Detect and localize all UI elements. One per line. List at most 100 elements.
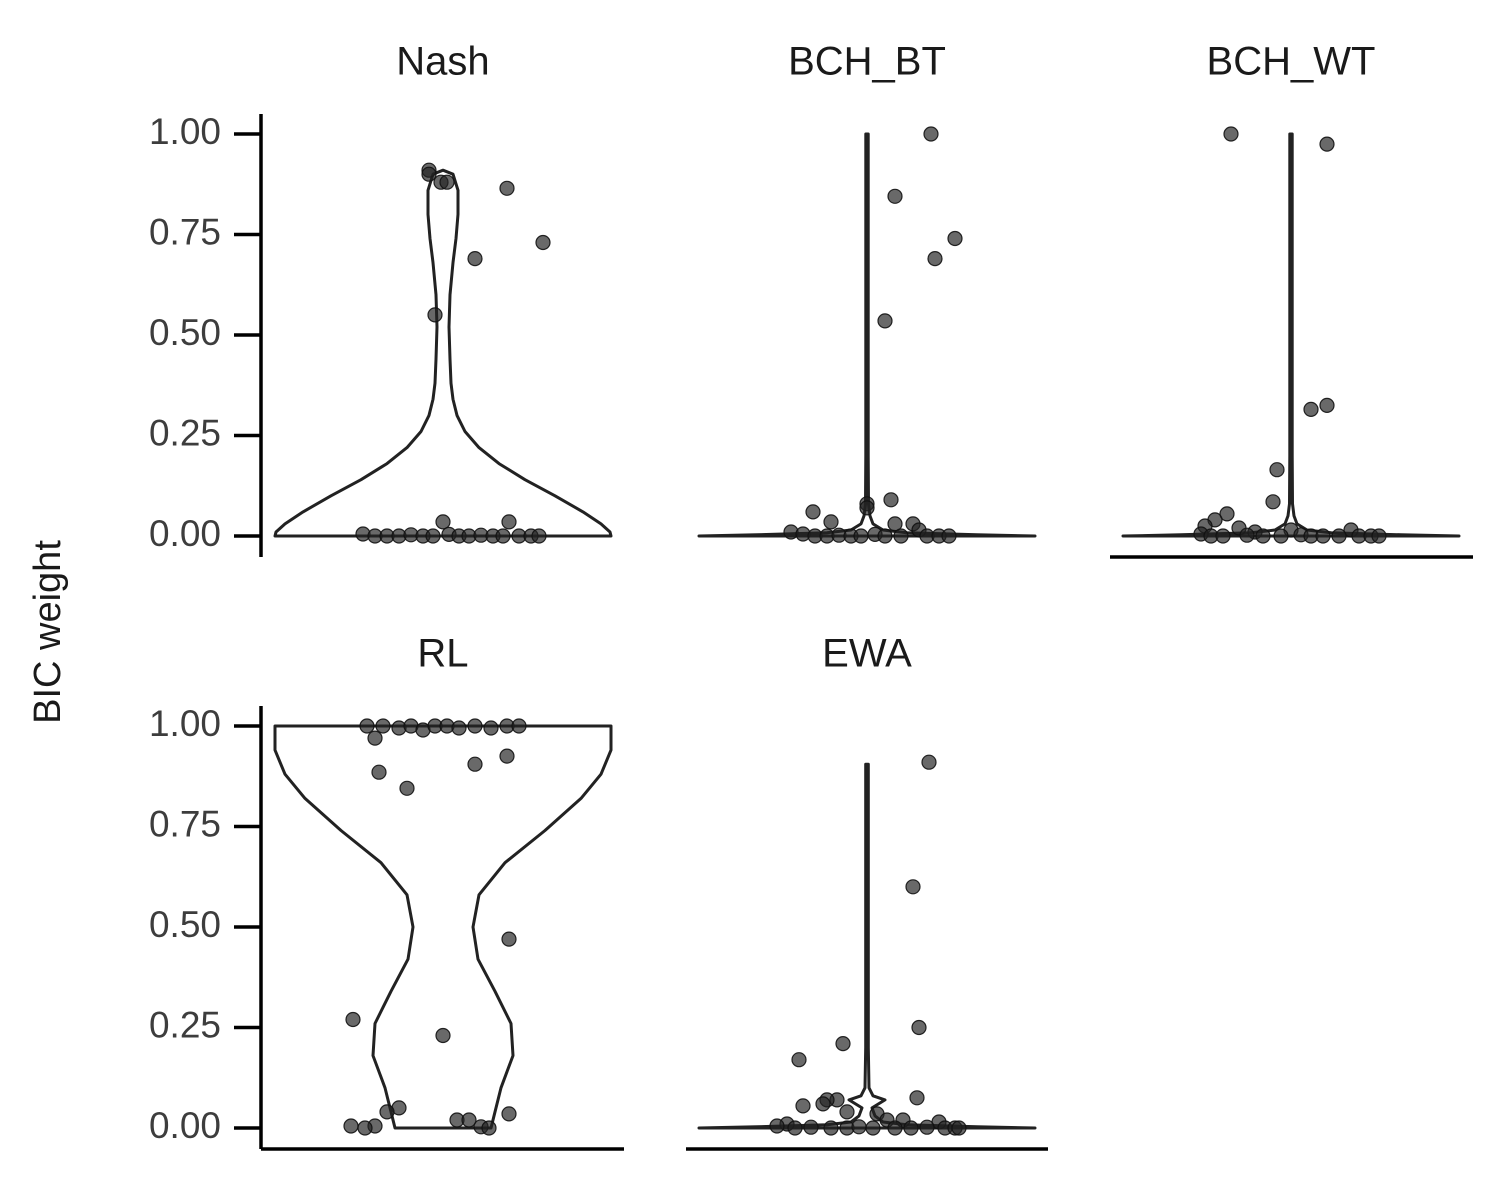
data-point	[501, 1106, 517, 1122]
data-point	[815, 1096, 831, 1112]
data-point	[379, 1104, 395, 1120]
data-point	[499, 748, 515, 764]
data-point	[887, 1120, 903, 1136]
data-point	[823, 1120, 839, 1136]
data-point	[823, 514, 839, 530]
violin-shape	[1121, 132, 1461, 538]
data-point	[941, 528, 957, 544]
y-tick-label: 0.25	[149, 1004, 221, 1045]
data-point	[947, 230, 963, 247]
data-point	[467, 251, 483, 267]
data-point	[467, 756, 483, 772]
data-point	[803, 1119, 819, 1135]
data-point	[343, 1118, 359, 1134]
violin-shape	[697, 762, 1037, 1130]
data-point	[791, 1052, 807, 1068]
data-point	[367, 730, 383, 746]
data-point	[1371, 528, 1387, 544]
data-point	[923, 126, 939, 142]
data-point	[1239, 527, 1255, 543]
data-point	[911, 1019, 927, 1036]
data-point	[1223, 126, 1239, 142]
y-tick-label: 0.50	[149, 904, 221, 945]
y-tick-label: 0.75	[149, 803, 221, 844]
data-point	[435, 514, 451, 530]
data-point	[921, 754, 937, 770]
data-point	[851, 1119, 867, 1135]
data-point	[835, 1035, 851, 1052]
data-point	[439, 174, 455, 190]
data-point	[1331, 528, 1347, 544]
data-point	[435, 1027, 451, 1044]
data-point	[905, 879, 921, 895]
data-point	[927, 251, 943, 267]
data-point	[883, 492, 899, 508]
data-point	[859, 500, 875, 516]
data-point	[1315, 528, 1331, 544]
data-point	[909, 1090, 925, 1106]
data-point	[451, 720, 467, 736]
panel-title: RL	[417, 632, 468, 676]
panel-bch-wt: BCH_WT	[1110, 40, 1473, 559]
data-point	[903, 1120, 919, 1136]
panels-layer: Nash 0.00 0.25 0.50 0.75 1.00 BCH_BT BCH_WT RL 0.…	[149, 40, 1473, 1151]
data-point	[359, 718, 375, 734]
data-point	[951, 1120, 967, 1136]
data-point	[535, 234, 551, 251]
y-tick-label: 0.00	[149, 1105, 221, 1146]
data-point	[421, 166, 437, 182]
data-point	[345, 1011, 361, 1028]
y-tick-label: 1.00	[149, 703, 221, 744]
data-point	[481, 1120, 497, 1136]
data-point	[887, 188, 903, 204]
data-point	[1255, 528, 1271, 544]
data-point	[787, 1120, 803, 1136]
y-tick-label: 0.25	[149, 412, 221, 453]
data-point	[495, 528, 511, 544]
data-point	[1265, 494, 1281, 510]
data-point	[1303, 401, 1319, 417]
y-tick-label: 0.75	[149, 211, 221, 252]
data-point	[919, 1119, 935, 1135]
panel-title: Nash	[396, 40, 489, 84]
panel-bch-bt: BCH_BT	[697, 40, 1037, 544]
data-point	[357, 1120, 373, 1136]
data-point	[805, 504, 821, 520]
data-point	[499, 180, 515, 196]
y-tick-label: 0.00	[149, 513, 221, 554]
data-point	[511, 718, 527, 734]
panel-title: BCH_WT	[1207, 40, 1376, 84]
data-point	[877, 313, 893, 329]
data-point	[1219, 506, 1235, 522]
data-point	[501, 514, 517, 530]
data-point	[893, 528, 909, 544]
data-point	[877, 528, 893, 544]
data-point	[865, 1120, 881, 1136]
data-point	[375, 718, 391, 734]
data-point	[795, 1098, 811, 1114]
y-tick-label: 1.00	[149, 111, 221, 152]
data-point	[531, 528, 547, 544]
data-point	[461, 1112, 477, 1128]
data-point	[1215, 528, 1231, 544]
data-point	[1319, 136, 1335, 152]
panel-title: EWA	[822, 632, 912, 676]
data-point	[501, 931, 517, 947]
data-point	[427, 307, 443, 323]
data-point	[1273, 528, 1289, 544]
data-point	[467, 718, 483, 734]
panel-title: BCH_BT	[788, 40, 946, 84]
data-point	[1269, 462, 1285, 478]
data-point	[483, 720, 499, 736]
violin-shape	[273, 724, 613, 1130]
violin-shape	[273, 168, 613, 538]
data-point	[853, 528, 869, 544]
y-axis-label: BIC weight	[27, 540, 69, 724]
panel-nash: Nash 0.00 0.25 0.50 0.75 1.00	[149, 40, 613, 557]
data-point	[1319, 397, 1335, 413]
panel-rl: RL 0.00 0.25 0.50 0.75 1.00	[149, 632, 624, 1151]
data-point	[839, 1104, 855, 1120]
data-point	[399, 780, 415, 796]
data-point	[425, 528, 441, 544]
